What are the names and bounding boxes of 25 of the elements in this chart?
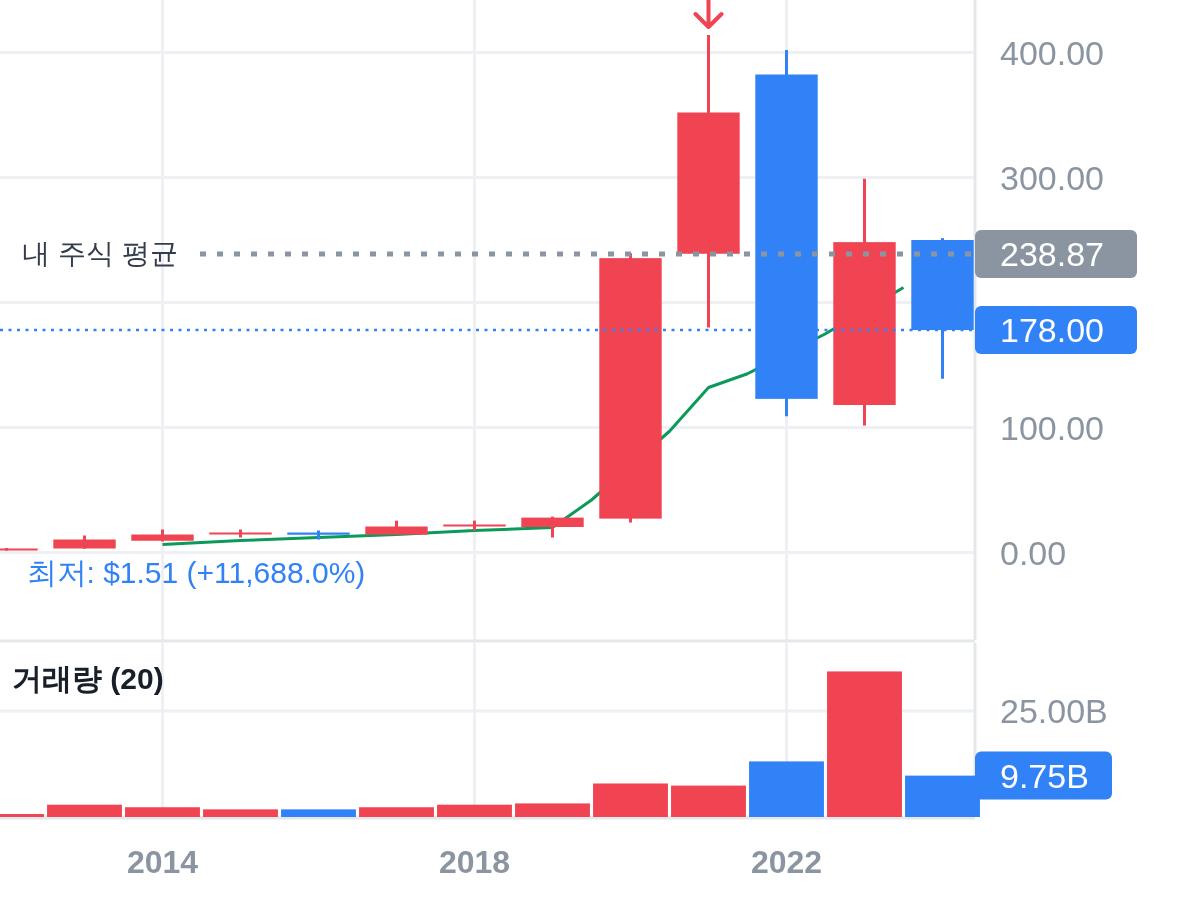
x-tick-label: 2018 xyxy=(438,844,511,880)
y-tick-label: 0.00 xyxy=(1000,533,1067,572)
y-tick-label: 100.00 xyxy=(1000,408,1104,447)
bar xyxy=(359,807,434,817)
ref-line-label: 238.87 xyxy=(1000,234,1104,273)
bar xyxy=(749,761,824,817)
ref-line-label: 178.00 xyxy=(1000,311,1104,349)
annotation: 최저: $1.51 (+11,688.0%) xyxy=(26,556,366,590)
y-tick-label: 400.00 xyxy=(1000,33,1104,72)
bar xyxy=(827,671,902,817)
x-tick-label: 2022 xyxy=(750,844,823,880)
bar xyxy=(281,809,356,817)
bar xyxy=(437,804,512,817)
y-tick-label: 25.00B xyxy=(1000,691,1108,730)
bar xyxy=(593,783,668,817)
annotation: 내 주식 평균 xyxy=(22,238,178,270)
bar xyxy=(203,809,278,817)
y-tick-label: 300.00 xyxy=(1000,158,1104,197)
x-tick-label: 2014 xyxy=(126,844,199,880)
bar xyxy=(515,803,590,817)
bar xyxy=(47,804,122,817)
y-tick-label: 9.75B xyxy=(1000,756,1089,795)
bar xyxy=(671,785,746,817)
bar xyxy=(125,807,200,817)
text: 거래량 (20) xyxy=(12,661,164,695)
